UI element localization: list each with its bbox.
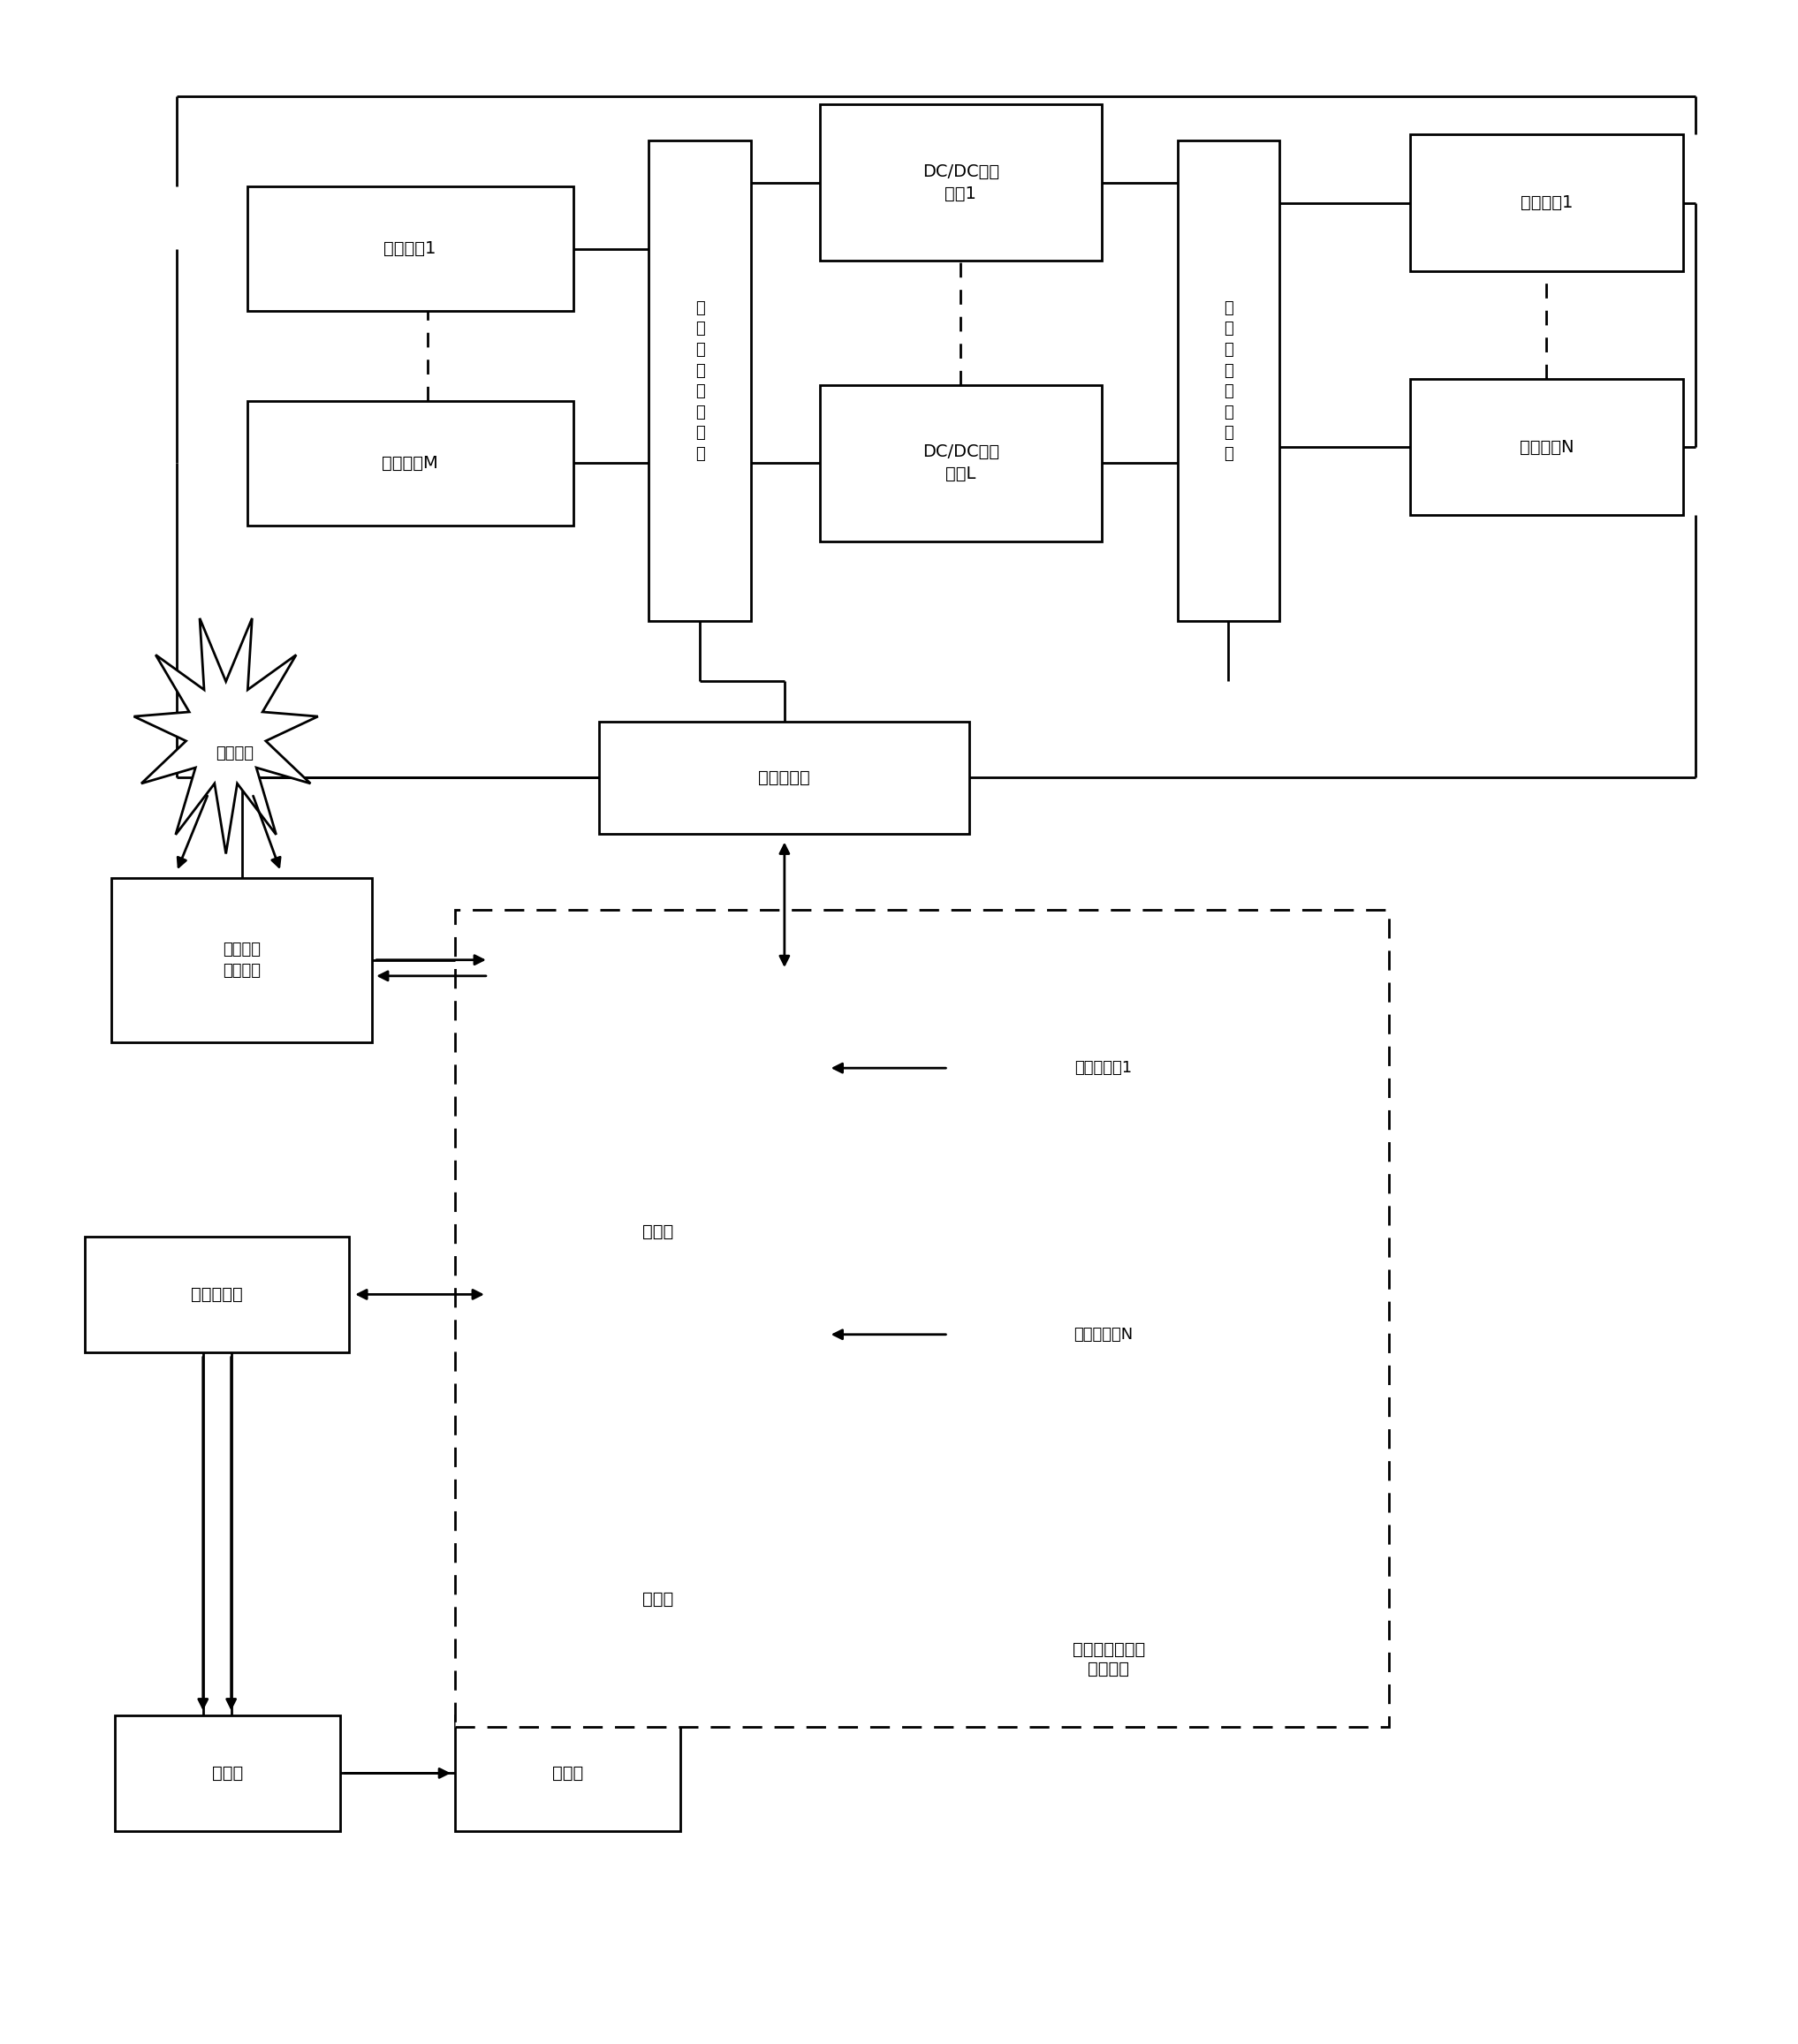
Text: 第
二
程
控
开
关
模
块: 第 二 程 控 开 关 模 块	[1224, 300, 1233, 462]
Bar	[246, 401, 574, 525]
Text: 同步信号
收发单元: 同步信号 收发单元	[223, 942, 261, 979]
Text: 数据采集卡N: 数据采集卡N	[1073, 1327, 1133, 1343]
Text: 程控负载N: 程控负载N	[1519, 439, 1573, 456]
Bar	[491, 975, 825, 1486]
Text: 控制器接口: 控制器接口	[759, 769, 811, 787]
Bar	[820, 104, 1102, 262]
Bar	[246, 186, 574, 311]
Bar	[1410, 135, 1683, 270]
Text: 程控电源M: 程控电源M	[381, 454, 439, 472]
Polygon shape	[133, 617, 318, 854]
Bar	[507, 1531, 807, 1668]
Text: 程控负载1: 程控负载1	[1521, 194, 1573, 211]
Text: 远程计算机: 远程计算机	[191, 1286, 243, 1302]
Bar	[115, 1715, 340, 1831]
Bar	[820, 384, 1102, 542]
Bar	[951, 1010, 1255, 1126]
Text: 多通道采集存储
控制单元: 多通道采集存储 控制单元	[1072, 1641, 1145, 1676]
Bar	[1178, 141, 1280, 621]
Bar	[1410, 378, 1683, 515]
Bar	[649, 141, 752, 621]
Text: 示波器: 示波器	[552, 1764, 583, 1782]
Text: 辐射单元: 辐射单元	[216, 746, 254, 762]
Bar	[85, 1237, 349, 1353]
Text: DC/DC电源
模块1: DC/DC电源 模块1	[922, 164, 1000, 202]
Text: 控制器: 控制器	[642, 1222, 672, 1241]
Bar	[111, 877, 372, 1042]
Text: 路由器: 路由器	[212, 1764, 243, 1782]
Bar	[455, 910, 1388, 1727]
Bar	[951, 1275, 1255, 1392]
Text: 存储器: 存储器	[642, 1590, 672, 1607]
Text: 程控电源1: 程控电源1	[383, 241, 437, 258]
Bar	[599, 722, 969, 834]
Text: 数据采集卡1: 数据采集卡1	[1075, 1061, 1133, 1075]
Text: 第
一
程
控
开
关
模
块: 第 一 程 控 开 关 模 块	[696, 300, 705, 462]
Text: DC/DC电源
模块L: DC/DC电源 模块L	[922, 444, 1000, 482]
Bar	[455, 1715, 680, 1831]
